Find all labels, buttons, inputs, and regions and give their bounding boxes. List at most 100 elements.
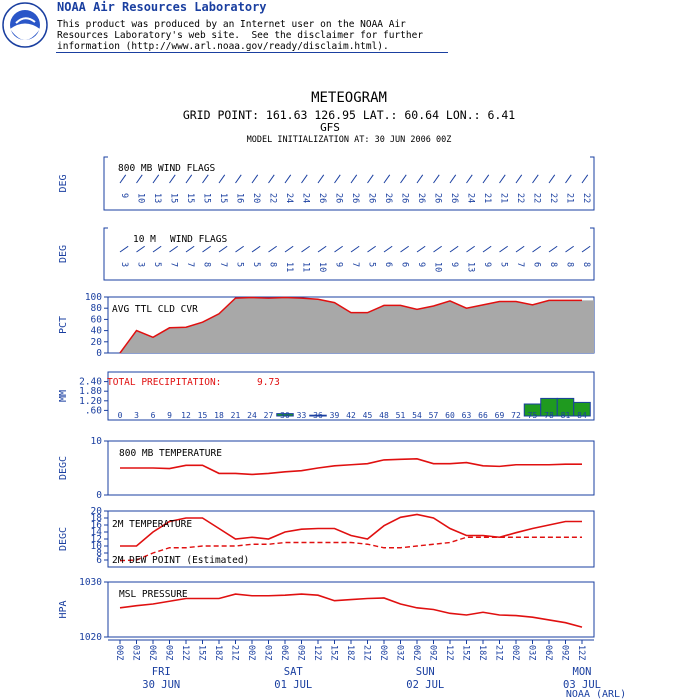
y-tick-label: 18 <box>91 513 103 524</box>
wind-barb <box>383 174 391 184</box>
panel-label: WIND FLAGS <box>158 163 215 174</box>
time-label: 06Z <box>279 645 289 660</box>
disclaimer-link-line[interactable]: information (http://www.arl.noaa.gov/rea… <box>57 41 389 52</box>
wind-barb <box>548 245 558 253</box>
panel-label: 2M TEMPERATURE <box>112 519 192 530</box>
y-tick-label: 0 <box>96 490 102 501</box>
wind-speed-label: 10 <box>317 262 327 272</box>
wind-barb <box>169 174 176 184</box>
y-tick-label: 60 <box>91 314 103 325</box>
y-axis-label: DEGC <box>58 527 69 551</box>
time-label: 21Z <box>494 645 504 660</box>
y-tick-label: 8 <box>96 548 102 559</box>
wind-speed-label: 6 <box>383 262 393 267</box>
time-label: 03Z <box>527 645 537 660</box>
y-axis-label: HPA <box>58 600 69 618</box>
wind-barb <box>367 174 374 184</box>
time-label: 18Z <box>477 645 487 660</box>
forecast-hour-label: 63 <box>462 411 472 420</box>
wind-barb <box>449 174 457 184</box>
time-label: 15Z <box>329 645 339 660</box>
wind-barb <box>548 174 556 184</box>
wind-speed-label: 7 <box>169 262 179 267</box>
wind-speed-label: 22 <box>548 193 558 203</box>
wind-speed-label: 7 <box>185 262 195 267</box>
panel-frame <box>103 227 595 281</box>
wind-speed-label: 10 <box>433 262 443 272</box>
wind-barb <box>202 174 209 184</box>
y-tick-label: 14 <box>91 527 103 538</box>
wind-speed-label: 5 <box>499 262 509 267</box>
precip-bar <box>309 414 327 417</box>
wind-speed-label: 5 <box>152 262 162 267</box>
time-label: 15Z <box>197 645 207 660</box>
forecast-hour-label: 42 <box>346 411 356 420</box>
wind-barb <box>235 174 242 184</box>
wind-speed-label: 5 <box>251 262 261 267</box>
forecast-hour-label: 78 <box>544 411 554 420</box>
wind-speed-label: 22 <box>581 193 591 203</box>
wind-barb <box>416 174 424 184</box>
wind-barb <box>202 245 211 253</box>
wind-speed-label: 3 <box>136 262 146 267</box>
chart-title: METEOGRAM <box>311 90 387 106</box>
wind-speed-label: 9 <box>482 262 492 267</box>
wind-barb <box>185 245 195 253</box>
day-label: FRI <box>152 666 171 678</box>
panel-label: 10 M <box>133 234 156 245</box>
wind-speed-label: 24 <box>284 193 294 203</box>
wind-speed-label: 21 <box>482 193 492 203</box>
y-tick-label: 16 <box>91 520 103 531</box>
wind-speed-label: 15 <box>185 193 195 203</box>
wind-barb <box>532 174 539 184</box>
forecast-hour-label: 21 <box>231 411 241 420</box>
wind-barb <box>433 245 442 253</box>
time-label: 00Z <box>114 645 124 660</box>
wind-speed-label: 26 <box>416 193 426 203</box>
lab-name: NOAA Air Resources Laboratory <box>57 0 267 14</box>
dew-point-line <box>119 536 582 562</box>
y-tick-label: 80 <box>91 303 103 314</box>
wind-speed-label: 26 <box>350 193 360 203</box>
wind-barb <box>515 174 523 184</box>
wind-barb <box>565 174 572 184</box>
forecast-hour-label: 24 <box>247 411 257 420</box>
wind-barb <box>482 245 492 253</box>
wind-speed-label: 7 <box>350 262 360 267</box>
wind-barb <box>334 245 343 253</box>
forecast-hour-label: 0 <box>118 411 123 420</box>
y-tick-label: 12 <box>91 534 102 545</box>
wind-speed-label: 22 <box>532 193 542 203</box>
wind-speed-label: 16 <box>235 193 245 203</box>
forecast-hour-label: 69 <box>495 411 505 420</box>
time-label: 12Z <box>444 645 454 660</box>
time-label: 00Z <box>378 645 388 660</box>
wind-speed-label: 8 <box>268 262 278 267</box>
init-time: MODEL INITIALIZATION AT: 30 JUN 2006 00Z <box>247 135 452 145</box>
wind-speed-label: 21 <box>499 193 509 203</box>
time-label: 06Z <box>411 645 421 660</box>
forecast-hour-label: 48 <box>379 411 389 420</box>
panel-label: TEMPERATURE <box>159 448 222 459</box>
panel-label: MSL PRESSURE <box>119 589 188 600</box>
header-rule <box>56 52 448 53</box>
y-tick-label: 10 <box>91 436 103 447</box>
wind-barb <box>416 245 426 253</box>
time-label: 00Z <box>510 645 520 660</box>
wind-speed-label: 26 <box>433 193 443 203</box>
wind-barb <box>284 174 292 184</box>
panel-label: AVG TTL CLD CVR <box>112 304 198 315</box>
wind-speed-label: 3 <box>119 262 129 267</box>
forecast-hour-label: 57 <box>429 411 439 420</box>
y-axis-label: DEGC <box>58 456 69 480</box>
wind-speed-label: 26 <box>449 193 459 203</box>
forecast-hour-label: 84 <box>577 411 587 420</box>
wind-barb <box>136 245 145 253</box>
wind-barb <box>350 174 358 184</box>
y-tick-label: 2.40 <box>79 377 102 388</box>
wind-speed-label: 13 <box>152 193 162 203</box>
day-label: SUN <box>416 666 435 678</box>
panel-label: 800 MB <box>119 448 154 459</box>
panel-frame <box>107 581 595 638</box>
wind-barb <box>317 245 327 253</box>
